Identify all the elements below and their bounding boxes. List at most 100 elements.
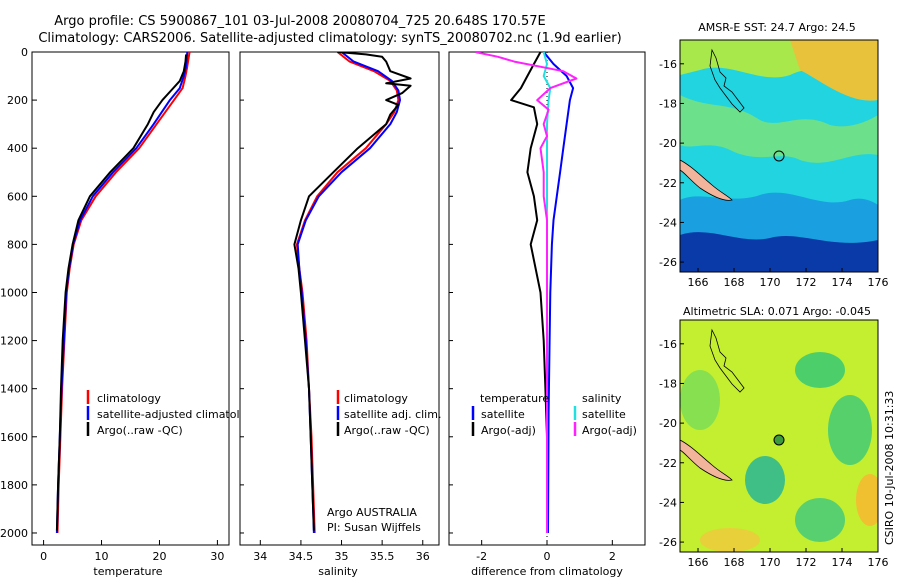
sst-vanuatu (709, 48, 745, 113)
legend-title-temperature: temperature (480, 392, 549, 405)
legend-label: Argo(-adj) (582, 424, 637, 437)
map-x-tick-label: 174 (832, 556, 853, 569)
legend-label: Argo(..raw -QC) (97, 424, 183, 437)
sla-high-blob (700, 528, 760, 552)
sla-low-blob (828, 395, 872, 465)
map-x-tick-label: 170 (760, 556, 781, 569)
y-tick-label: 1800 (0, 479, 28, 492)
map-y-tick-label: -24 (659, 216, 677, 229)
legend-title-salinity: salinity (582, 392, 622, 405)
figure-title-line2: Climatology: CARS2006. Satellite-adjuste… (38, 31, 621, 46)
legend-label: climatology (97, 392, 161, 405)
sst-cold-band (680, 232, 878, 272)
x-tick-label: -2 (476, 550, 487, 563)
sst-warm-patch (790, 40, 878, 101)
y-tick-label: 2000 (0, 527, 28, 540)
map-y-tick-label: -26 (659, 536, 677, 549)
x-tick-label: 10 (95, 550, 109, 563)
y-tick-label: 1000 (0, 286, 28, 299)
sla-map-frame (679, 319, 879, 553)
temperature-yticks: 0 200 400 600 800 1000 1200 1400 1600 1800 2000 (0, 46, 37, 540)
salinity-legend: climatology satellite adj. clim. Argo(..… (336, 390, 441, 437)
map-x-tick-label: 174 (832, 276, 853, 289)
map-y-tick-label: -22 (659, 177, 677, 190)
map-y-tick-label: -20 (659, 417, 677, 430)
legend-label: climatology (344, 392, 408, 405)
difference-panel: -2 0 2 difference from climatology tempera… (448, 51, 646, 578)
sst-map-frame (679, 39, 879, 273)
sla-map-image (680, 320, 878, 552)
map-x-tick-label: 166 (688, 556, 709, 569)
map-x-tick-label: 168 (724, 556, 745, 569)
y-tick-label: 1200 (0, 335, 28, 348)
csiro-timestamp: CSIRO 10-Jul-2008 10:31:33 (883, 391, 896, 545)
difference-xlabel: difference from climatology (471, 565, 623, 578)
x-tick-label: 20 (152, 550, 166, 563)
salinity-lines (293, 52, 412, 534)
figure-title-line1: Argo profile: CS 5900867_101 03-Jul-2008… (54, 14, 545, 29)
map-x-tick-label: 172 (796, 276, 817, 289)
map-y-tick-label: -24 (659, 496, 677, 509)
x-tick-label: 35.5 (370, 550, 395, 563)
salinity-axes (239, 51, 440, 546)
sst-map-image (680, 40, 878, 272)
argo-australia-label: Argo AUSTRALIA (327, 506, 417, 519)
difference-legend: temperature salinity satellite Argo(-adj… (471, 392, 637, 437)
x-tick-label: 36 (416, 550, 430, 563)
sla-map-panel: Altimetric SLA: 0.071 Argo: -0.045 166 16… (659, 305, 888, 569)
map-x-tick-label: 166 (688, 276, 709, 289)
sst-new-caledonia (680, 159, 733, 201)
temperature-legend: climatology satellite-adjusted climatolo… (86, 390, 260, 437)
legend-label: satellite adj. clim. (344, 408, 441, 421)
legend-label: satellite (481, 408, 525, 421)
sla-float-marker (773, 434, 785, 446)
x-tick-label: 2 (609, 550, 616, 563)
sla-low-blob (795, 352, 845, 388)
pi-label: PI: Susan Wijffels (327, 521, 421, 534)
legend-label: Argo(-adj) (481, 424, 536, 437)
sst-green-band (680, 95, 878, 163)
map-x-tick-label: 176 (868, 556, 889, 569)
legend-label: satellite-adjusted climatology (97, 408, 260, 421)
y-tick-label: 0 (21, 46, 28, 59)
series-line-temperature-argo-adj- (510, 52, 548, 533)
x-tick-label: 35 (335, 550, 349, 563)
temperature-xlabel: temperature (93, 565, 162, 578)
legend-label: satellite (582, 408, 626, 421)
sst-map-title: AMSR-E SST: 24.7 Argo: 24.5 (698, 21, 856, 34)
y-tick-label: 1600 (0, 431, 28, 444)
x-tick-label: 30 (210, 550, 224, 563)
salinity-xticks: 34 34.5 35 35.5 36 (240, 51, 430, 563)
sla-vanuatu (709, 328, 745, 393)
sst-map-ticks: 166 168 170 172 174 176 -16 -18 -20 -22 -24 -26 (659, 58, 888, 289)
y-tick-label: 800 (7, 238, 28, 251)
sla-high-blob (856, 474, 878, 526)
x-tick-label: 34 (253, 550, 267, 563)
temperature-panel: 0 200 400 600 800 1000 1200 1400 1600 1800 2000 0 1… (0, 46, 260, 578)
series-line-argo-raw-qc- (293, 52, 412, 531)
series-line-argo-raw-qc- (55, 54, 188, 531)
sla-map-title: Altimetric SLA: 0.071 Argo: -0.045 (683, 305, 871, 318)
map-y-tick-label: -20 (659, 137, 677, 150)
temperature-xticks: 0 10 20 30 (40, 540, 224, 563)
sst-map-panel: AMSR-E SST: 24.7 Argo: 24.5 166 168 170 172… (659, 21, 888, 289)
map-y-tick-label: -16 (659, 338, 677, 351)
map-y-tick-label: -18 (659, 97, 677, 110)
map-y-tick-label: -18 (659, 377, 677, 390)
map-y-tick-label: -16 (659, 58, 677, 71)
map-x-tick-label: 176 (868, 276, 889, 289)
sla-low-blob (680, 370, 720, 430)
map-x-tick-label: 168 (724, 276, 745, 289)
y-tick-label: 1400 (0, 383, 28, 396)
sla-low-blob (795, 498, 845, 542)
series-line-salinity-argo-adj- (474, 52, 578, 533)
x-tick-label: 34.5 (289, 550, 314, 563)
salinity-xlabel: salinity (318, 565, 358, 578)
sla-new-caledonia (680, 439, 733, 481)
map-y-tick-label: -22 (659, 457, 677, 470)
temperature-axes (31, 51, 230, 546)
sst-float-marker (773, 150, 785, 162)
map-x-tick-label: 172 (796, 556, 817, 569)
legend-label: Argo(..raw -QC) (344, 424, 430, 437)
